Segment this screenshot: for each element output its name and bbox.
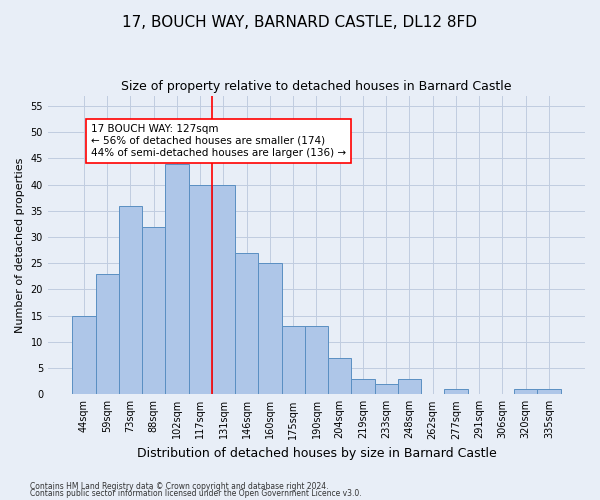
Text: Contains public sector information licensed under the Open Government Licence v3: Contains public sector information licen… (30, 489, 362, 498)
Text: 17, BOUCH WAY, BARNARD CASTLE, DL12 8FD: 17, BOUCH WAY, BARNARD CASTLE, DL12 8FD (122, 15, 478, 30)
Bar (538, 389, 560, 394)
Bar (119, 206, 142, 394)
Bar (95, 274, 119, 394)
X-axis label: Distribution of detached houses by size in Barnard Castle: Distribution of detached houses by size … (137, 447, 496, 460)
Bar (445, 389, 467, 394)
Bar (374, 384, 398, 394)
Bar (235, 253, 259, 394)
Bar (188, 184, 212, 394)
Bar (514, 389, 538, 394)
Bar (305, 326, 328, 394)
Y-axis label: Number of detached properties: Number of detached properties (15, 157, 25, 332)
Bar (352, 378, 374, 394)
Title: Size of property relative to detached houses in Barnard Castle: Size of property relative to detached ho… (121, 80, 512, 93)
Bar (259, 264, 281, 394)
Bar (281, 326, 305, 394)
Bar (398, 378, 421, 394)
Bar (142, 226, 166, 394)
Bar (212, 184, 235, 394)
Bar (166, 164, 188, 394)
Text: Contains HM Land Registry data © Crown copyright and database right 2024.: Contains HM Land Registry data © Crown c… (30, 482, 329, 491)
Bar (328, 358, 352, 395)
Bar (73, 316, 95, 394)
Text: 17 BOUCH WAY: 127sqm
← 56% of detached houses are smaller (174)
44% of semi-deta: 17 BOUCH WAY: 127sqm ← 56% of detached h… (91, 124, 346, 158)
